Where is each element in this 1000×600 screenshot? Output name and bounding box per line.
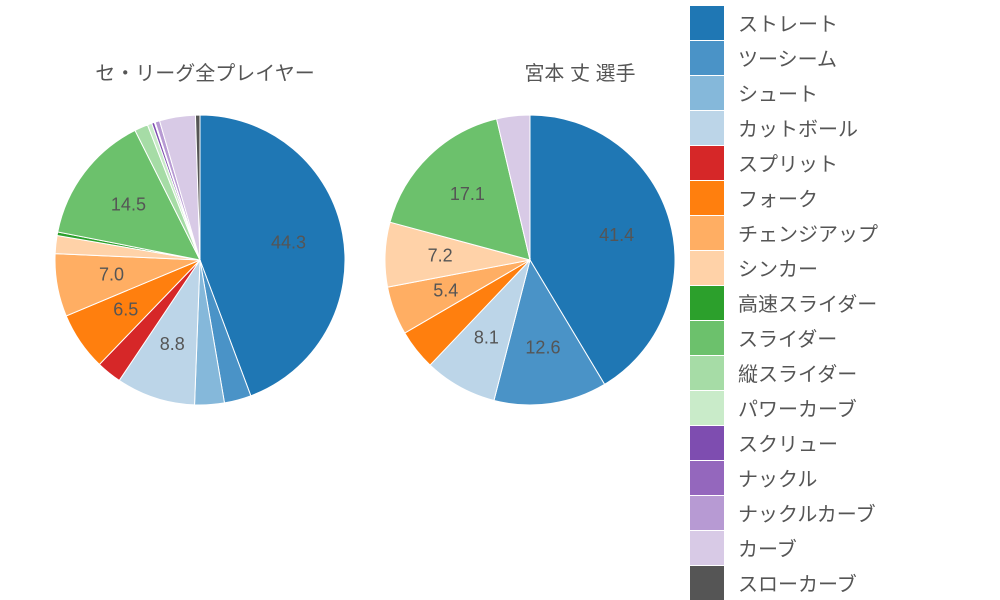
legend-label: チェンジアップ (738, 218, 878, 247)
pie-slice-label: 7.2 (428, 245, 453, 265)
legend-label: ナックル (738, 463, 817, 492)
pie-slice-label: 5.4 (433, 280, 458, 300)
legend-item: スプリット (690, 145, 980, 180)
legend-label: カーブ (738, 533, 797, 562)
legend-item: シュート (690, 75, 980, 110)
legend-item: スクリュー (690, 425, 980, 460)
chart-area: セ・リーグ全プレイヤー 44.3 8.8 6.5 7.0 14.5 宮本 丈 選手 41.4 1… (0, 0, 680, 600)
legend-swatch (690, 531, 724, 565)
legend: ストレートツーシームシュートカットボールスプリットフォークチェンジアップシンカー… (690, 0, 980, 600)
legend-label: シンカー (738, 253, 818, 282)
legend-label: シュート (738, 78, 818, 107)
legend-item: シンカー (690, 250, 980, 285)
legend-item: ストレート (690, 5, 980, 40)
pie-title: 宮本 丈 選手 (524, 62, 635, 85)
legend-swatch (690, 496, 724, 530)
legend-swatch (690, 461, 724, 495)
legend-label: スライダー (738, 323, 837, 352)
pie-slice-label: 6.5 (113, 300, 138, 320)
legend-item: ツーシーム (690, 40, 980, 75)
legend-swatch (690, 146, 724, 180)
pie-title: セ・リーグ全プレイヤー (95, 62, 314, 85)
legend-item: カーブ (690, 530, 980, 565)
legend-item: チェンジアップ (690, 215, 980, 250)
pie-slice-label: 17.1 (450, 184, 485, 204)
pie-slice-label: 7.0 (99, 264, 124, 284)
legend-label: スクリュー (738, 428, 838, 457)
legend-swatch (690, 321, 724, 355)
legend-item: ナックル (690, 460, 980, 495)
legend-swatch (690, 6, 724, 40)
pie-slice-label: 8.8 (160, 334, 185, 354)
legend-label: ナックルカーブ (738, 498, 876, 527)
legend-item: ナックルカーブ (690, 495, 980, 530)
pie-slice-label: 44.3 (271, 233, 306, 253)
legend-item: 高速スライダー (690, 285, 980, 320)
legend-swatch (690, 356, 724, 390)
legend-label: フォーク (738, 183, 818, 212)
legend-label: スローカーブ (738, 568, 857, 597)
legend-item: フォーク (690, 180, 980, 215)
legend-swatch (690, 181, 724, 215)
legend-item: カットボール (690, 110, 980, 145)
pie-slice-label: 8.1 (474, 327, 499, 347)
legend-label: ストレート (738, 8, 838, 37)
legend-swatch (690, 76, 724, 110)
legend-swatch (690, 286, 724, 320)
legend-item: 縦スライダー (690, 355, 980, 390)
legend-swatch (690, 251, 724, 285)
legend-label: スプリット (738, 148, 838, 177)
legend-label: カットボール (738, 113, 858, 142)
legend-item: スローカーブ (690, 565, 980, 600)
legend-swatch (690, 111, 724, 145)
legend-label: ツーシーム (738, 43, 837, 72)
legend-swatch (690, 391, 724, 425)
legend-item: スライダー (690, 320, 980, 355)
legend-label: パワーカーブ (738, 393, 857, 422)
legend-swatch (690, 216, 724, 250)
pie-slice-label: 12.6 (525, 338, 560, 358)
pie-slice-label: 14.5 (111, 194, 146, 214)
pie-slice-label: 41.4 (599, 225, 634, 245)
legend-label: 縦スライダー (738, 358, 857, 387)
legend-swatch (690, 566, 724, 600)
legend-swatch (690, 41, 724, 75)
legend-swatch (690, 426, 724, 460)
legend-item: パワーカーブ (690, 390, 980, 425)
legend-label: 高速スライダー (738, 288, 877, 317)
pies-svg: セ・リーグ全プレイヤー 44.3 8.8 6.5 7.0 14.5 宮本 丈 選手 41.4 1… (0, 0, 680, 600)
